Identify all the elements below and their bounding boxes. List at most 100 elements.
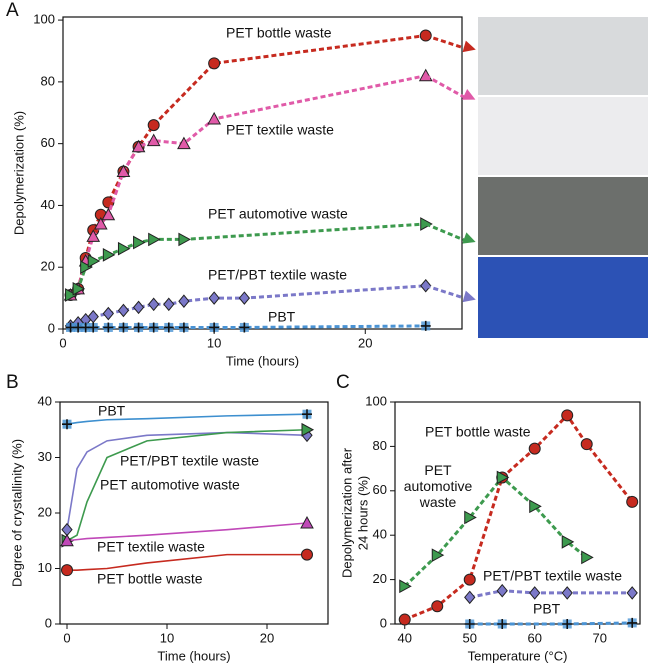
marker-shape: [420, 320, 431, 331]
plot-frame: [394, 401, 641, 625]
data-point: [496, 470, 510, 485]
data-point: [87, 254, 101, 268]
data-point: [163, 322, 174, 333]
panel-letter: C: [336, 372, 350, 393]
series-line: [69, 222, 426, 297]
marker-shape: [103, 322, 114, 333]
series-label: PET automotive waste: [208, 206, 348, 222]
data-point: [65, 288, 78, 302]
series-label: PET textile waste: [226, 122, 334, 138]
marker-shape: [80, 260, 93, 275]
series-line: [469, 621, 633, 626]
photo-bottle: [478, 17, 648, 95]
x-axis-title: Temperature (°C): [468, 648, 568, 663]
data-point: [561, 409, 574, 422]
series-label: PET/PBT textile waste: [483, 568, 622, 584]
series-label: PBT: [533, 601, 561, 617]
y-tick-label: 100: [33, 12, 55, 27]
marker-shape: [62, 419, 72, 430]
marker-shape: [148, 297, 160, 312]
marker-shape: [133, 235, 146, 250]
data-point: [62, 419, 72, 430]
data-point: [103, 322, 114, 333]
marker-shape: [529, 586, 541, 600]
data-point: [463, 573, 476, 586]
series-line: [66, 522, 308, 542]
marker-shape: [88, 322, 99, 333]
y-tick-label: 100: [365, 393, 387, 408]
arrow-line: [425, 284, 465, 300]
marker-shape: [147, 119, 160, 132]
marker-shape: [208, 57, 221, 70]
marker-shape: [60, 533, 74, 547]
marker-shape: [464, 590, 476, 605]
data-point: [399, 579, 412, 594]
marker-shape: [496, 470, 510, 485]
data-point: [118, 322, 129, 333]
marker-shape: [93, 216, 108, 230]
data-point: [132, 300, 145, 315]
marker-shape: [431, 548, 445, 563]
data-point: [464, 510, 477, 525]
marker-shape: [418, 68, 433, 82]
y-tick-label: 60: [41, 135, 55, 150]
series-label: PET textile waste: [97, 539, 205, 555]
data-point: [529, 499, 542, 514]
data-point: [60, 533, 74, 547]
data-point: [431, 600, 444, 613]
marker-shape: [464, 510, 477, 525]
marker-shape: [528, 442, 541, 455]
y-tick-label: 20: [373, 571, 387, 586]
marker-shape: [581, 550, 594, 565]
data-point: [561, 586, 573, 600]
series-line: [404, 412, 634, 621]
marker-shape: [302, 409, 312, 420]
y-axis-title: Depolymerization after: [339, 447, 354, 578]
data-point: [178, 232, 191, 247]
y-tick-label: 0: [48, 320, 55, 335]
data-point: [496, 583, 508, 598]
marker-shape: [133, 322, 144, 333]
arrow-line: [424, 74, 465, 99]
y-tick-label: 60: [373, 482, 387, 497]
marker-shape: [163, 322, 174, 333]
arrow-head: [462, 290, 476, 303]
marker-shape: [148, 232, 161, 247]
marker-shape: [562, 619, 573, 629]
data-point: [148, 232, 161, 247]
data-point: [626, 586, 638, 600]
x-tick-label: 0: [63, 630, 70, 645]
data-point: [102, 306, 114, 321]
data-point: [561, 535, 575, 549]
data-point: [562, 619, 573, 629]
marker-shape: [561, 535, 575, 549]
series-line: [66, 428, 308, 542]
series-label: PET automotive waste: [100, 477, 240, 493]
marker-shape: [238, 291, 251, 305]
data-point: [88, 322, 99, 333]
data-point: [101, 207, 116, 221]
y-tick-label: 10: [38, 560, 52, 575]
series-label: PBT: [268, 309, 296, 325]
x-tick-label: 20: [260, 630, 274, 645]
x-axis-title: Time (hours): [226, 353, 299, 368]
arrow-line: [425, 34, 465, 50]
marker-shape: [561, 409, 574, 422]
photo-textile: [478, 97, 648, 175]
series-label: PET automotive waste: [403, 462, 473, 510]
data-point: [61, 564, 73, 577]
data-point: [431, 548, 445, 563]
plot-frame: [62, 16, 463, 330]
y-tick-label: 20: [41, 259, 55, 274]
data-point: [209, 322, 220, 333]
series-label: PET bottle waste: [97, 571, 203, 587]
y-tick-label: 40: [38, 393, 52, 408]
marker-shape: [101, 207, 116, 221]
data-point: [116, 164, 131, 177]
x-tick-label: 40: [398, 630, 412, 645]
marker-shape: [116, 164, 131, 177]
marker-shape: [65, 288, 78, 302]
marker-shape: [580, 438, 593, 451]
y-axis-title: Depolymerization (%): [11, 111, 26, 235]
data-point: [398, 613, 411, 626]
